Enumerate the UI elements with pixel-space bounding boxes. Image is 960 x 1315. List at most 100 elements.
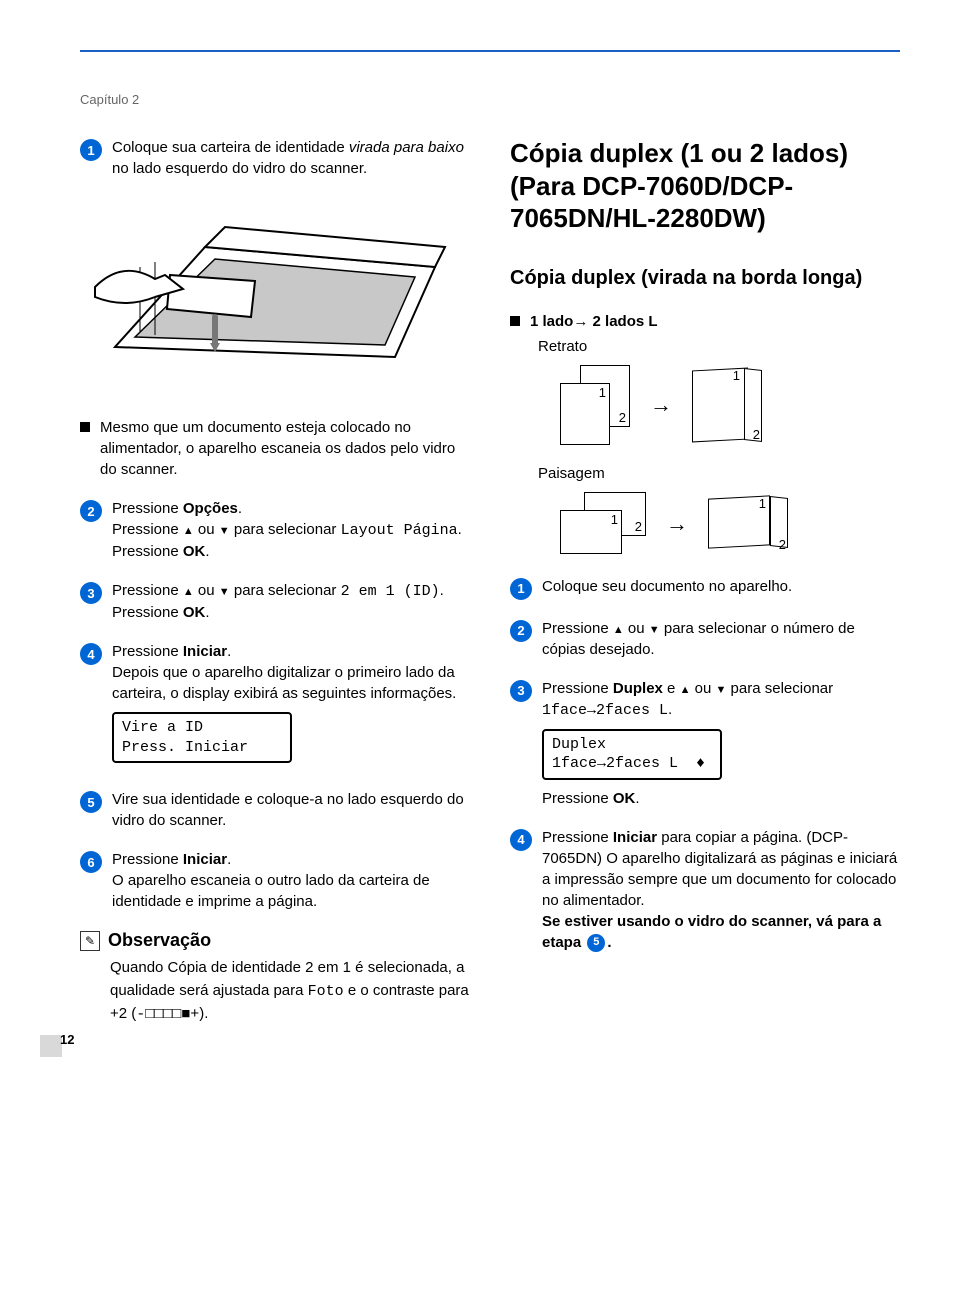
note-header: ✎ Observação bbox=[80, 930, 470, 951]
text: e bbox=[663, 680, 680, 697]
step-body: Pressione Duplex e ▲ ou ▼ para seleciona… bbox=[542, 678, 900, 809]
page-num: 2 bbox=[619, 410, 626, 425]
step-number-icon: 1 bbox=[80, 139, 102, 161]
text: . bbox=[227, 851, 231, 868]
diagram-portrait: 2 1 → 1 2 bbox=[560, 365, 900, 445]
up-triangle-icon: ▲ bbox=[613, 625, 624, 636]
mode-title: 1 lado→ 2 lados L bbox=[530, 311, 900, 332]
page-num: 2 bbox=[753, 427, 760, 442]
text: ou bbox=[194, 521, 219, 538]
page-num: 1 bbox=[733, 368, 740, 383]
text-bold: OK bbox=[183, 604, 206, 621]
scanner-illustration bbox=[80, 197, 470, 377]
text-bold: Duplex bbox=[613, 680, 663, 697]
page-num: 2 bbox=[779, 537, 786, 552]
bullet-text: Mesmo que um documento esteja colocado n… bbox=[100, 417, 470, 480]
down-triangle-icon: ▼ bbox=[219, 587, 230, 598]
text-bold: OK bbox=[613, 790, 636, 807]
note-body: Quando Cópia de identidade 2 em 1 é sele… bbox=[110, 957, 470, 1027]
step-body: Vire sua identidade e coloque-a no lado … bbox=[112, 789, 470, 831]
left-column: 1 Coloque sua carteira de identidade vir… bbox=[80, 137, 470, 1027]
page-num: 2 bbox=[635, 519, 642, 534]
step-number-icon: 2 bbox=[80, 500, 102, 522]
section-heading: Cópia duplex (1 ou 2 lados) (Para DCP-70… bbox=[510, 137, 900, 235]
text: . bbox=[607, 934, 611, 951]
up-triangle-icon: ▲ bbox=[680, 685, 691, 696]
text: Pressione bbox=[542, 680, 613, 697]
text-mono: 2 em 1 (ID) bbox=[341, 583, 440, 600]
step-body: Pressione Iniciar. Depois que o aparelho… bbox=[112, 641, 470, 771]
text: O aparelho escaneia o outro lado da cart… bbox=[112, 870, 470, 912]
arrow-icon: → bbox=[573, 313, 588, 330]
source-pages-icon: 2 1 bbox=[560, 365, 630, 445]
text: ou bbox=[690, 680, 715, 697]
text: 2 lados L bbox=[588, 313, 657, 330]
diagram-landscape: 2 1 → 1 2 bbox=[560, 492, 900, 556]
arrow-icon: → bbox=[650, 392, 672, 418]
step-number-icon: 2 bbox=[510, 620, 532, 642]
left-step-4: 4 Pressione Iniciar. Depois que o aparel… bbox=[80, 641, 470, 771]
step-number-icon: 3 bbox=[80, 582, 102, 604]
text-bold: Iniciar bbox=[183, 851, 227, 868]
square-bullet-icon bbox=[510, 316, 520, 326]
text: . bbox=[205, 543, 209, 560]
right-step-2: 2 Pressione ▲ ou ▼ para selecionar o núm… bbox=[510, 618, 900, 660]
lcd-line: Duplex bbox=[552, 735, 712, 755]
step-number-icon: 5 bbox=[80, 791, 102, 813]
text: Pressione bbox=[542, 620, 613, 637]
text: Pressione bbox=[112, 500, 183, 517]
down-triangle-icon: ▼ bbox=[219, 526, 230, 537]
subsection-heading: Cópia duplex (virada na borda longa) bbox=[510, 265, 900, 291]
left-step-2: 2 Pressione Opções. Pressione ▲ ou ▼ par… bbox=[80, 498, 470, 562]
step-body: Pressione Opções. Pressione ▲ ou ▼ para … bbox=[112, 498, 470, 562]
right-step-3: 3 Pressione Duplex e ▲ ou ▼ para selecio… bbox=[510, 678, 900, 809]
text: . bbox=[227, 643, 231, 660]
step-body: Coloque sua carteira de identidade virad… bbox=[112, 137, 470, 179]
right-step-1: 1 Coloque seu documento no aparelho. bbox=[510, 576, 900, 600]
orientation-label: Retrato bbox=[538, 338, 900, 355]
step-body: Pressione ▲ ou ▼ para selecionar 2 em 1 … bbox=[112, 580, 470, 623]
arrow-icon: → bbox=[666, 511, 688, 537]
lcd-display: Duplex 1face→2faces L ♦ bbox=[542, 729, 722, 780]
text: Pressione bbox=[112, 604, 183, 621]
note-title: Observação bbox=[108, 930, 211, 951]
right-step-4: 4 Pressione Iniciar para copiar a página… bbox=[510, 827, 900, 953]
text-bold: Iniciar bbox=[183, 643, 227, 660]
text: Pressione bbox=[542, 790, 613, 807]
page-tab bbox=[40, 1035, 62, 1057]
text: . bbox=[440, 582, 444, 599]
text-mono: -□□□□■+ bbox=[136, 1006, 199, 1023]
step-number-icon: 4 bbox=[80, 643, 102, 665]
text: Coloque sua carteira de identidade bbox=[112, 139, 349, 156]
text: ou bbox=[624, 620, 649, 637]
text: Pressione bbox=[542, 829, 613, 846]
text: . bbox=[205, 604, 209, 621]
text: ). bbox=[199, 1005, 208, 1022]
note-bullet: Mesmo que um documento esteja colocado n… bbox=[80, 417, 470, 480]
text: . bbox=[668, 701, 672, 718]
left-step-5: 5 Vire sua identidade e coloque-a no lad… bbox=[80, 789, 470, 831]
text: para selecionar bbox=[230, 521, 341, 538]
left-step-1: 1 Coloque sua carteira de identidade vir… bbox=[80, 137, 470, 179]
text-bold: Iniciar bbox=[613, 829, 657, 846]
lcd-line: 1face→2faces L ♦ bbox=[552, 754, 712, 774]
manual-page: Capítulo 2 1 Coloque sua carteira de ide… bbox=[0, 0, 960, 1067]
step-ref-icon: 5 bbox=[587, 934, 605, 952]
step-body: Pressione Iniciar. O aparelho escaneia o… bbox=[112, 849, 470, 912]
step-number-icon: 4 bbox=[510, 829, 532, 851]
text: . bbox=[238, 500, 242, 517]
down-triangle-icon: ▼ bbox=[716, 685, 727, 696]
text-bold: Se estiver usando o vidro do scanner, vá… bbox=[542, 911, 900, 953]
duplex-result-icon: 1 2 bbox=[708, 494, 788, 554]
text: Pressione bbox=[112, 521, 183, 538]
step-number-icon: 1 bbox=[510, 578, 532, 600]
text-mono: Foto bbox=[308, 983, 344, 1000]
text-italic: virada para baixo bbox=[349, 139, 464, 156]
down-triangle-icon: ▼ bbox=[649, 625, 660, 636]
text: para selecionar bbox=[230, 582, 341, 599]
text: no lado esquerdo do vidro do scanner. bbox=[112, 160, 367, 177]
step-number-icon: 6 bbox=[80, 851, 102, 873]
text: 1 lado bbox=[530, 313, 573, 330]
page-num: 1 bbox=[759, 496, 766, 511]
left-step-3: 3 Pressione ▲ ou ▼ para selecionar 2 em … bbox=[80, 580, 470, 623]
